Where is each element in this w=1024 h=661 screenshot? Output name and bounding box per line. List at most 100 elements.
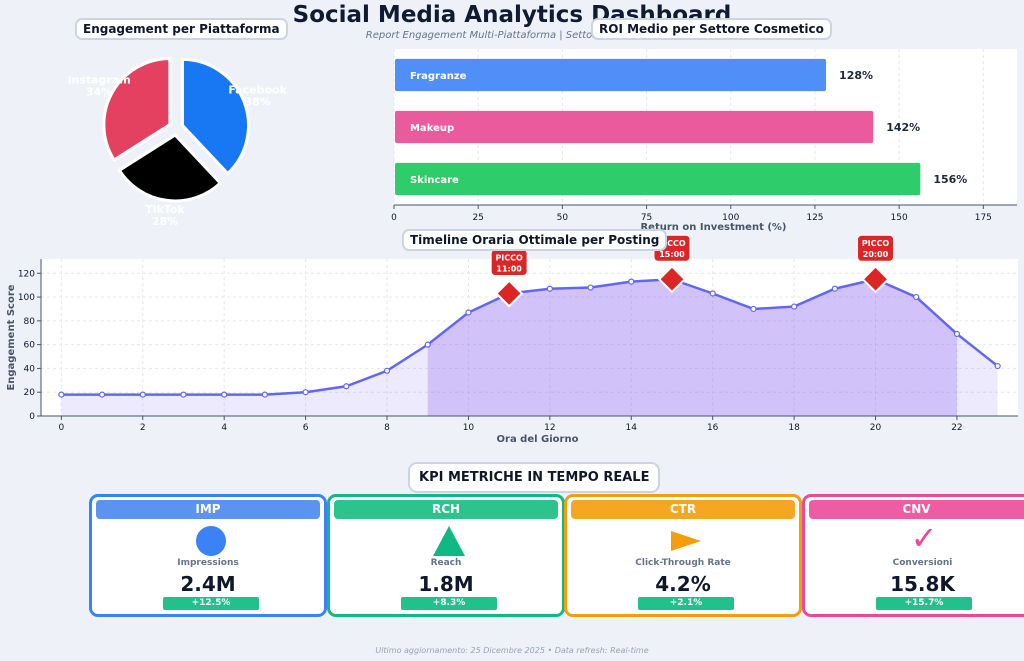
x-tick-label: 150	[891, 213, 908, 223]
data-point	[709, 290, 716, 297]
bar-category-label: Fragranze	[410, 71, 467, 82]
x-tick-label: 25	[472, 213, 483, 223]
pie-label: Instagram	[67, 74, 130, 87]
data-point	[953, 330, 961, 338]
data-point	[994, 362, 1001, 370]
kpi-code: IMP	[96, 500, 320, 519]
peak-marker	[657, 265, 687, 294]
area-fill	[61, 279, 998, 416]
data-point	[831, 285, 838, 292]
series-line	[61, 277, 999, 396]
x-tick-label: 75	[641, 213, 652, 223]
x-tick-label: 12	[544, 423, 555, 433]
bar-value-label: 156%	[933, 173, 967, 186]
y-tick-label: 0	[29, 412, 35, 422]
x-tick-label: 10	[463, 423, 475, 433]
kpi-name: Impressions	[177, 558, 239, 568]
peak-label-title: PICCO	[862, 239, 890, 248]
y-axis-title: Engagement Score	[6, 284, 17, 390]
pie-slice-facebook	[181, 57, 250, 176]
data-point	[98, 391, 106, 398]
x-tick-label: 16	[707, 423, 719, 433]
data-point	[383, 367, 391, 374]
bar-chart-title: ROI Medio per Settore Cosmetico	[591, 18, 832, 40]
y-tick-label: 60	[24, 341, 36, 351]
kpi-value: 15.8K	[890, 572, 955, 596]
y-tick-label: 120	[18, 269, 35, 279]
bar-fragranze	[395, 58, 827, 92]
data-point	[343, 383, 350, 390]
y-tick-label: 40	[24, 364, 36, 374]
pie-label: Facebook	[228, 84, 287, 97]
data-point	[261, 391, 268, 398]
x-tick-label: 22	[951, 423, 962, 433]
data-point	[139, 391, 146, 398]
kpi-section-title: KPI METRICHE IN TEMPO REALE	[408, 462, 661, 493]
bar-skincare	[395, 162, 921, 196]
pie-percent-label: 38%	[244, 96, 270, 109]
kpi-value: 4.2%	[655, 572, 711, 596]
pie-percent-label: 28%	[152, 215, 178, 225]
x-tick-label: 50	[557, 213, 569, 223]
kpi-card-reach: RCH Reach 1.8M +8.3%	[327, 494, 565, 617]
x-tick-label: 6	[303, 423, 309, 433]
kpi-name: Reach	[430, 558, 462, 568]
data-point	[628, 278, 635, 285]
roi-bar-chart: 0 25 50 75 100 125 150 175 Fragranze 128% Makeup 14…	[391, 49, 1017, 233]
pie-percent-label: 34%	[86, 86, 112, 99]
data-point	[302, 389, 309, 396]
x-tick-label: 125	[806, 213, 823, 223]
kpi-code: RCH	[334, 500, 558, 519]
x-tick-label: 2	[140, 423, 146, 433]
kpi-card-ctr: CTR Click-Through Rate 4.2% +2.1%	[564, 494, 802, 617]
y-tick-label: 80	[24, 317, 36, 327]
bar-makeup	[395, 110, 874, 144]
x-axis-title: Ora del Giorno	[497, 434, 579, 445]
optimal-range-area	[427, 279, 957, 416]
peak-label-time: 11:00	[496, 264, 522, 273]
y-tick-label: 20	[24, 388, 36, 398]
kpi-delta-badge: +2.1%	[638, 597, 734, 610]
bar-category-label: Skincare	[410, 175, 459, 186]
checkmark-icon: ✓	[910, 519, 938, 557]
footer-note: Ultimo aggiornamento: 25 Dicembre 2025 •…	[375, 646, 649, 655]
y-tick-label: 100	[18, 293, 35, 303]
x-tick-label: 4	[221, 423, 227, 433]
peak-marker	[495, 279, 524, 308]
page-subtitle: Report Engagement Multi-Piattaforma | Se…	[365, 30, 659, 41]
kpi-value: 1.8M	[418, 572, 474, 596]
circle-icon	[196, 526, 226, 556]
play-arrow-icon	[671, 531, 701, 551]
data-point	[750, 305, 757, 313]
kpi-delta-badge: +15.7%	[876, 597, 972, 610]
data-point	[546, 285, 553, 292]
kpi-name: Conversioni	[892, 558, 953, 568]
x-tick-label: 0	[391, 213, 397, 223]
x-tick-label: 100	[722, 213, 739, 223]
kpi-card-conversioni: CNV ✓ Conversioni 15.8K +15.7%	[802, 494, 1024, 617]
x-tick-label: 14	[626, 423, 638, 433]
x-tick-label: 8	[384, 423, 390, 433]
triangle-icon	[433, 526, 465, 556]
pie-chart-title: Engagement per Piattaforma	[75, 18, 288, 40]
peak-label-time: 20:00	[863, 250, 889, 259]
kpi-value: 2.4M	[180, 572, 236, 596]
bar-value-label: 142%	[886, 121, 920, 134]
peak-label-title: PICCO	[658, 239, 686, 248]
bar-value-label: 128%	[839, 69, 873, 82]
kpi-code: CTR	[571, 500, 795, 519]
data-point	[791, 303, 798, 310]
pie-slice-tiktok	[117, 133, 223, 203]
data-point	[587, 284, 594, 291]
x-tick-label: 0	[58, 423, 64, 433]
peak-label-box	[857, 234, 895, 262]
peak-label-title: PICCO	[495, 253, 523, 262]
x-tick-label: 18	[788, 423, 800, 433]
pie-label: TikTok	[145, 203, 185, 216]
x-tick-label: 175	[975, 213, 992, 223]
x-tick-label: 20	[870, 423, 882, 433]
data-point	[424, 341, 431, 348]
data-point	[180, 391, 187, 398]
kpi-code: CNV	[809, 500, 1024, 519]
